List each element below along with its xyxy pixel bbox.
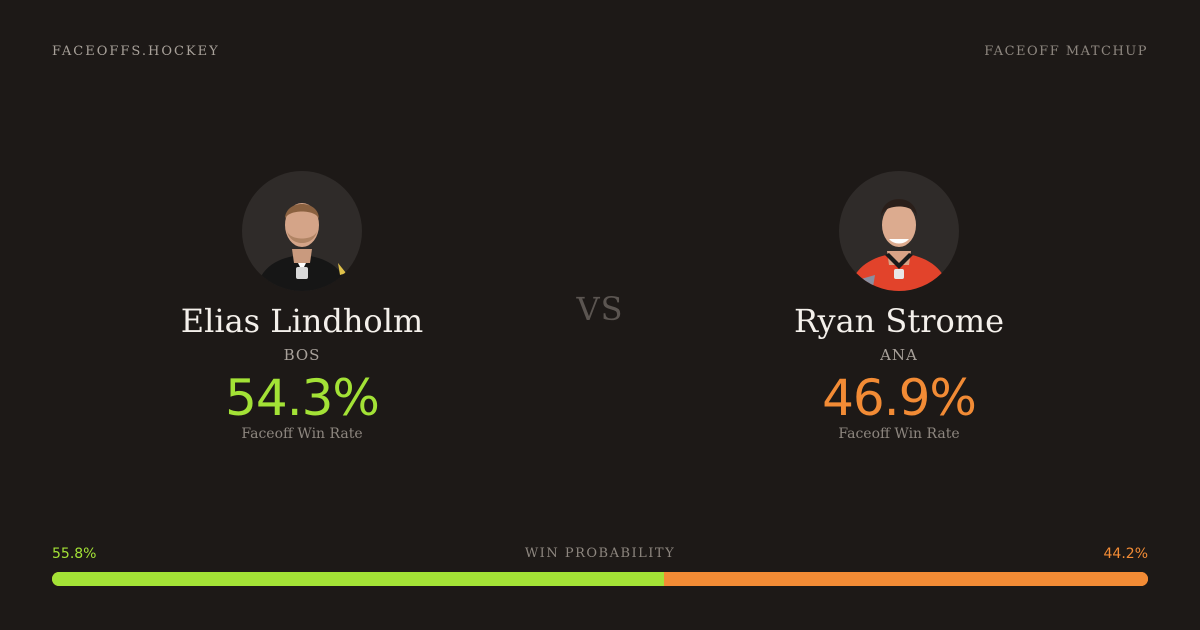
versus-label: VS [576, 290, 624, 328]
faceoff-win-rate-label: Faceoff Win Rate [241, 426, 363, 442]
player-headshot-icon [839, 171, 959, 291]
matchup-tag: FACEOFF MATCHUP [984, 44, 1148, 59]
site-brand[interactable]: FACEOFFS.HOCKEY [52, 44, 220, 59]
player-card-left: Elias Lindholm BOS 54.3% Faceoff Win Rat… [132, 171, 472, 442]
faceoff-win-rate: 46.9% [822, 369, 977, 427]
win-probability-title: WIN PROBABILITY [524, 546, 676, 561]
player-team: ANA [880, 346, 918, 364]
player-card-right: Ryan Strome ANA 46.9% Faceoff Win Rate [729, 171, 1069, 442]
win-probability-bar [52, 572, 1148, 586]
win-probability-right: 44.2% [1103, 546, 1148, 562]
player-name[interactable]: Ryan Strome [793, 302, 1005, 340]
faceoff-win-rate-label: Faceoff Win Rate [838, 426, 960, 442]
player-name[interactable]: Elias Lindholm [180, 302, 424, 340]
win-probability-left: 55.8% [52, 546, 97, 562]
win-probability-bar-right [663, 572, 1148, 586]
player-headshot-icon [242, 171, 362, 291]
win-probability-bar-left [52, 572, 664, 586]
faceoff-win-rate: 54.3% [225, 369, 380, 427]
player-team: BOS [283, 346, 321, 364]
